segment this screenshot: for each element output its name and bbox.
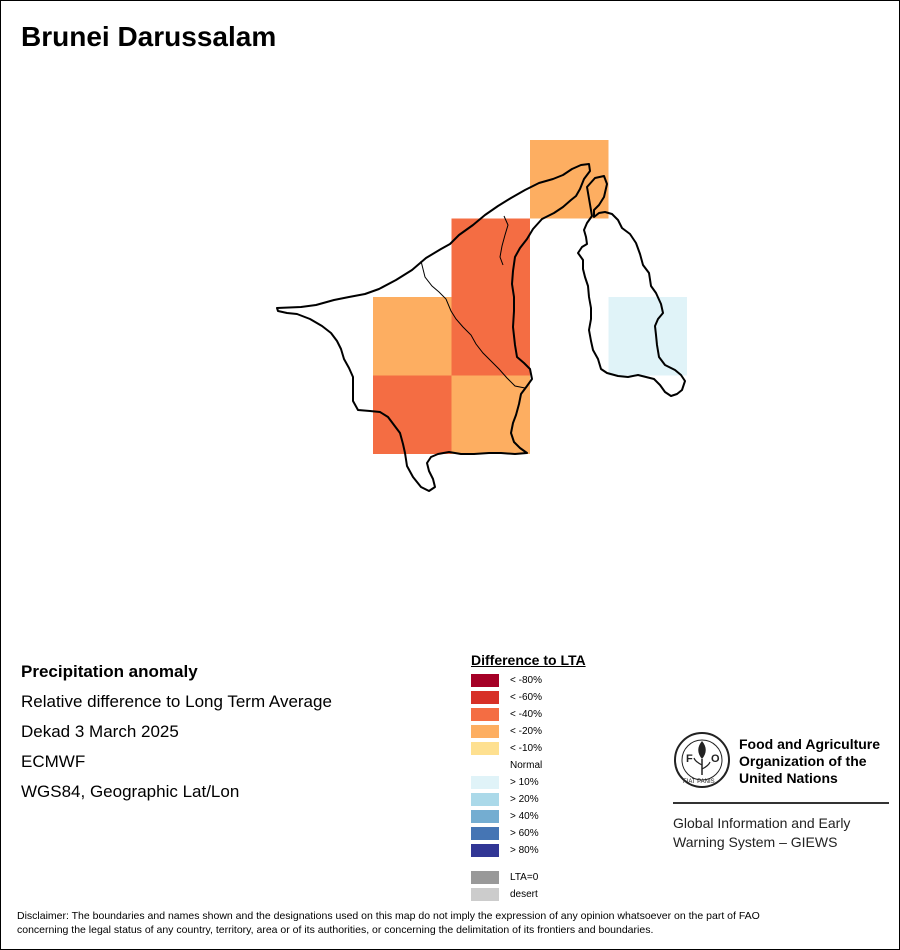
- legend-swatch: [471, 708, 499, 721]
- district-boundaries: [420, 215, 526, 389]
- info-heading: Precipitation anomaly: [21, 662, 198, 681]
- legend-extra-item: LTA=0: [471, 870, 671, 887]
- legend: Difference to LTA < -80% < -60% < -40% < -2…: [471, 652, 671, 904]
- legend-label: < -80%: [510, 675, 542, 686]
- legend-label: < -20%: [510, 726, 542, 737]
- legend-item: > 40%: [471, 809, 671, 826]
- info-source: ECMWF: [21, 752, 86, 771]
- fao-motto: FIAT PANIS: [683, 779, 715, 785]
- legend-extra: LTA=0 desert: [471, 870, 671, 904]
- anomaly-cell-2: [451, 218, 530, 297]
- fao-emblem-icon: F O FIAT PANIS: [674, 732, 730, 788]
- info-period: Dekad 3 March 2025: [21, 722, 179, 741]
- fao-name-line1: Food and Agriculture: [739, 736, 881, 752]
- legend-label: < -40%: [510, 709, 542, 720]
- info-projection: WGS84, Geographic Lat/Lon: [21, 782, 240, 801]
- anomaly-cell-3: [451, 297, 530, 376]
- legend-label: LTA=0: [510, 872, 539, 883]
- legend-label: < -60%: [510, 692, 542, 703]
- legend-item: < -10%: [471, 741, 671, 758]
- disclaimer: Disclaimer: The boundaries and names sho…: [17, 909, 887, 937]
- legend-swatch: [471, 759, 499, 772]
- legend-item: < -80%: [471, 673, 671, 690]
- anomaly-cell-7: [451, 375, 530, 454]
- anomaly-cell-4: [608, 297, 687, 376]
- western-brunei-outline: [276, 163, 591, 492]
- legend-label: > 20%: [510, 794, 539, 805]
- legend-swatch: [471, 810, 499, 823]
- legend-item: < -20%: [471, 724, 671, 741]
- district-line-north: [499, 215, 509, 266]
- country-boundary: [276, 163, 686, 492]
- legend-swatch: [471, 674, 499, 687]
- anomaly-cell-1: [530, 140, 609, 219]
- legend-item: < -60%: [471, 690, 671, 707]
- fao-emblem-o: O: [711, 753, 720, 765]
- temburong-outline: [577, 175, 686, 397]
- legend-label: > 60%: [510, 828, 539, 839]
- logo-divider: [673, 802, 889, 804]
- legend-label: > 80%: [510, 845, 539, 856]
- legend-items: < -80% < -60% < -40% < -20% < -10% Normal > 10…: [471, 673, 671, 860]
- legend-swatch: [471, 871, 499, 884]
- anomaly-cell-5: [373, 297, 452, 376]
- fao-name-line3: United Nations: [739, 770, 838, 786]
- district-line-west: [420, 260, 526, 389]
- legend-item: > 10%: [471, 775, 671, 792]
- legend-swatch: [471, 742, 499, 755]
- map-title: Brunei Darussalam: [21, 21, 277, 52]
- legend-label: Normal: [510, 760, 543, 771]
- legend-swatch: [471, 888, 499, 901]
- legend-swatch: [471, 827, 499, 840]
- fao-emblem-f: F: [686, 753, 693, 765]
- giews-line1: Global Information and Early: [673, 815, 851, 831]
- legend-label: < -10%: [510, 743, 542, 754]
- map-info: Precipitation anomaly Relative differenc…: [21, 657, 441, 807]
- giews-line2: Warning System – GIEWS: [673, 834, 838, 850]
- legend-swatch: [471, 844, 499, 857]
- legend-extra-item: desert: [471, 887, 671, 904]
- legend-label: > 10%: [510, 777, 539, 788]
- fao-name-line2: Organization of the: [739, 753, 867, 769]
- legend-swatch: [471, 691, 499, 704]
- legend-item: Normal: [471, 758, 671, 775]
- legend-item: > 80%: [471, 843, 671, 860]
- disclaimer-line1: Disclaimer: The boundaries and names sho…: [17, 910, 760, 922]
- legend-title: Difference to LTA: [471, 652, 586, 668]
- disclaimer-line2: concerning the legal status of any count…: [17, 924, 654, 936]
- legend-swatch: [471, 725, 499, 738]
- legend-item: > 20%: [471, 792, 671, 809]
- giews-text: Global Information and Early Warning Sys…: [673, 814, 850, 852]
- legend-label: > 40%: [510, 811, 539, 822]
- legend-swatch: [471, 776, 499, 789]
- fao-name: Food and Agriculture Organization of the…: [739, 736, 880, 787]
- legend-item: > 60%: [471, 826, 671, 843]
- anomaly-grid: [373, 140, 687, 454]
- legend-label: desert: [510, 889, 538, 900]
- info-description: Relative difference to Long Term Average: [21, 692, 332, 711]
- legend-swatch: [471, 793, 499, 806]
- legend-item: < -40%: [471, 707, 671, 724]
